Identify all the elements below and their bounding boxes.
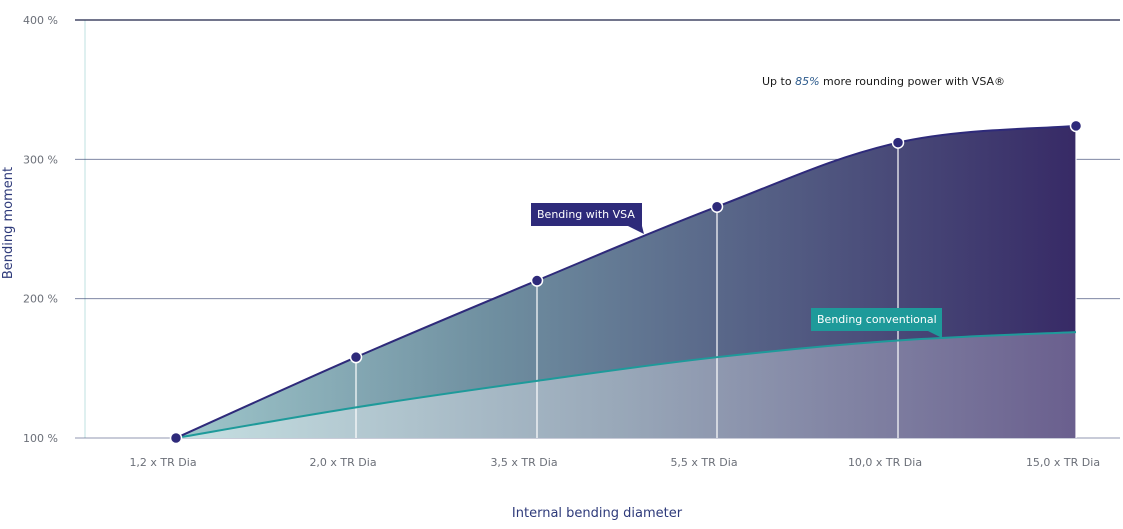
legend-callout-vsa: Bending with VSA — [531, 203, 644, 234]
x-tick-labels: 1,2 x TR Dia 2,0 x TR Dia 3,5 x TR Dia 5,5 … — [129, 456, 1100, 469]
data-point-vsa-1 — [169, 431, 183, 445]
drop-lines — [355, 125, 1077, 438]
x-tick-label-5: 10,0 x TR Dia — [848, 456, 922, 469]
annotation-suffix: more rounding power with VSA® — [820, 75, 1006, 88]
series-name-conventional: Bending conventional — [817, 313, 937, 326]
callout-pointer-conventional — [928, 331, 942, 338]
data-point-vsa-6 — [1069, 119, 1083, 133]
series-lines — [175, 124, 1077, 439]
callout-pointer-vsa — [628, 226, 644, 234]
data-point-vsa-3 — [530, 274, 544, 287]
x-tick-label-4: 5,5 x TR Dia — [670, 456, 737, 469]
callout-box-vsa — [531, 203, 642, 226]
series-name-vsa: Bending with VSA — [537, 208, 635, 221]
data-point-vsa-5 — [891, 136, 905, 149]
chart-annotation: Up to 85% more rounding power with VSA® — [762, 75, 1005, 88]
legend-callout-conventional: Bending conventional — [811, 308, 942, 338]
line-bending-conventional — [175, 331, 1077, 439]
data-point-vsa-2 — [349, 350, 363, 364]
y-tick-label-300: 300 % — [23, 153, 58, 166]
x-axis-title: Internal bending diameter — [512, 506, 683, 521]
y-tick-label-100: 100 % — [23, 432, 58, 445]
y-tick-label-200: 200 % — [23, 293, 58, 306]
x-tick-label-1: 1,2 x TR Dia — [129, 456, 196, 469]
data-points — [169, 119, 1083, 445]
data-point-vsa-4 — [710, 200, 724, 213]
y-tick-labels: 100 % 200 % 300 % 400 % — [23, 14, 58, 445]
line-bending-with-vsa — [175, 124, 1077, 439]
x-tick-label-3: 3,5 x TR Dia — [490, 456, 557, 469]
annotation-highlight: 85% — [795, 75, 819, 88]
series-areas — [176, 125, 1076, 438]
y-tick-label-400: 400 % — [23, 14, 58, 27]
annotation-prefix: Up to — [762, 75, 795, 88]
y-axis-title: Bending moment — [1, 167, 16, 279]
x-tick-label-6: 15,0 x TR Dia — [1026, 456, 1100, 469]
area-conventional — [176, 332, 1076, 438]
callout-box-conventional — [811, 308, 942, 331]
x-tick-label-2: 2,0 x TR Dia — [309, 456, 376, 469]
area-vsa-gain — [176, 125, 1076, 438]
